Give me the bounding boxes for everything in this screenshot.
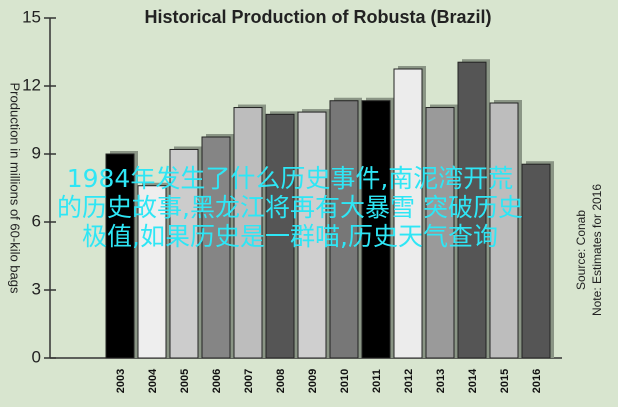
- bar: [521, 163, 551, 359]
- bar: [489, 102, 519, 359]
- overlay-text: 的历史故事,黑龙江将再有大暴雪 突破历史: [57, 193, 523, 222]
- source-note: Source: Conab: [574, 210, 588, 290]
- bar: [233, 107, 263, 359]
- x-tick-label: 2008: [275, 369, 287, 393]
- estimate-note: Note: Estimates for 2016: [590, 184, 604, 316]
- x-tick-label: 2010: [339, 369, 351, 393]
- bar: [201, 136, 231, 359]
- x-tick-label: 2016: [531, 369, 543, 393]
- bar: [457, 61, 487, 359]
- bar: [265, 113, 295, 359]
- bar: [297, 111, 327, 359]
- y-tick-label: 6: [32, 211, 41, 230]
- x-tick-label: 2006: [211, 369, 223, 393]
- y-tick-label: 3: [32, 279, 41, 298]
- y-tick-label: 15: [22, 7, 41, 26]
- x-tick-label: 2012: [403, 369, 415, 393]
- bar: [425, 107, 455, 359]
- x-tick-label: 2007: [243, 369, 255, 393]
- y-tick-label: 9: [32, 143, 41, 162]
- x-tick-label: 2009: [307, 369, 319, 393]
- x-tick-label: 2005: [179, 369, 191, 393]
- bar: [393, 68, 423, 359]
- x-tick-label: 2014: [467, 368, 479, 393]
- overlay-text: 1984年发生了什么历史事件,南泥湾开荒: [67, 164, 514, 193]
- x-tick-label: 2011: [371, 369, 383, 393]
- x-tick-label: 2015: [499, 369, 511, 393]
- y-tick-label: 12: [22, 75, 41, 94]
- y-axis-label: Production in millions of 60-kilo bags: [8, 83, 23, 294]
- bar: [329, 100, 359, 359]
- bars: [105, 59, 554, 359]
- bar: [169, 148, 199, 359]
- bar: [137, 185, 167, 359]
- y-tick-label: 0: [32, 347, 41, 366]
- x-tick-label: 2003: [115, 369, 127, 393]
- bar: [361, 100, 391, 359]
- overlay-text: 极值,如果历史是一群喵,历史天气查询: [82, 222, 498, 251]
- x-tick-label: 2013: [435, 369, 447, 393]
- x-tick-label: 2004: [147, 368, 159, 393]
- bar: [105, 153, 135, 359]
- chart-title: Historical Production of Robusta (Brazil…: [144, 7, 491, 27]
